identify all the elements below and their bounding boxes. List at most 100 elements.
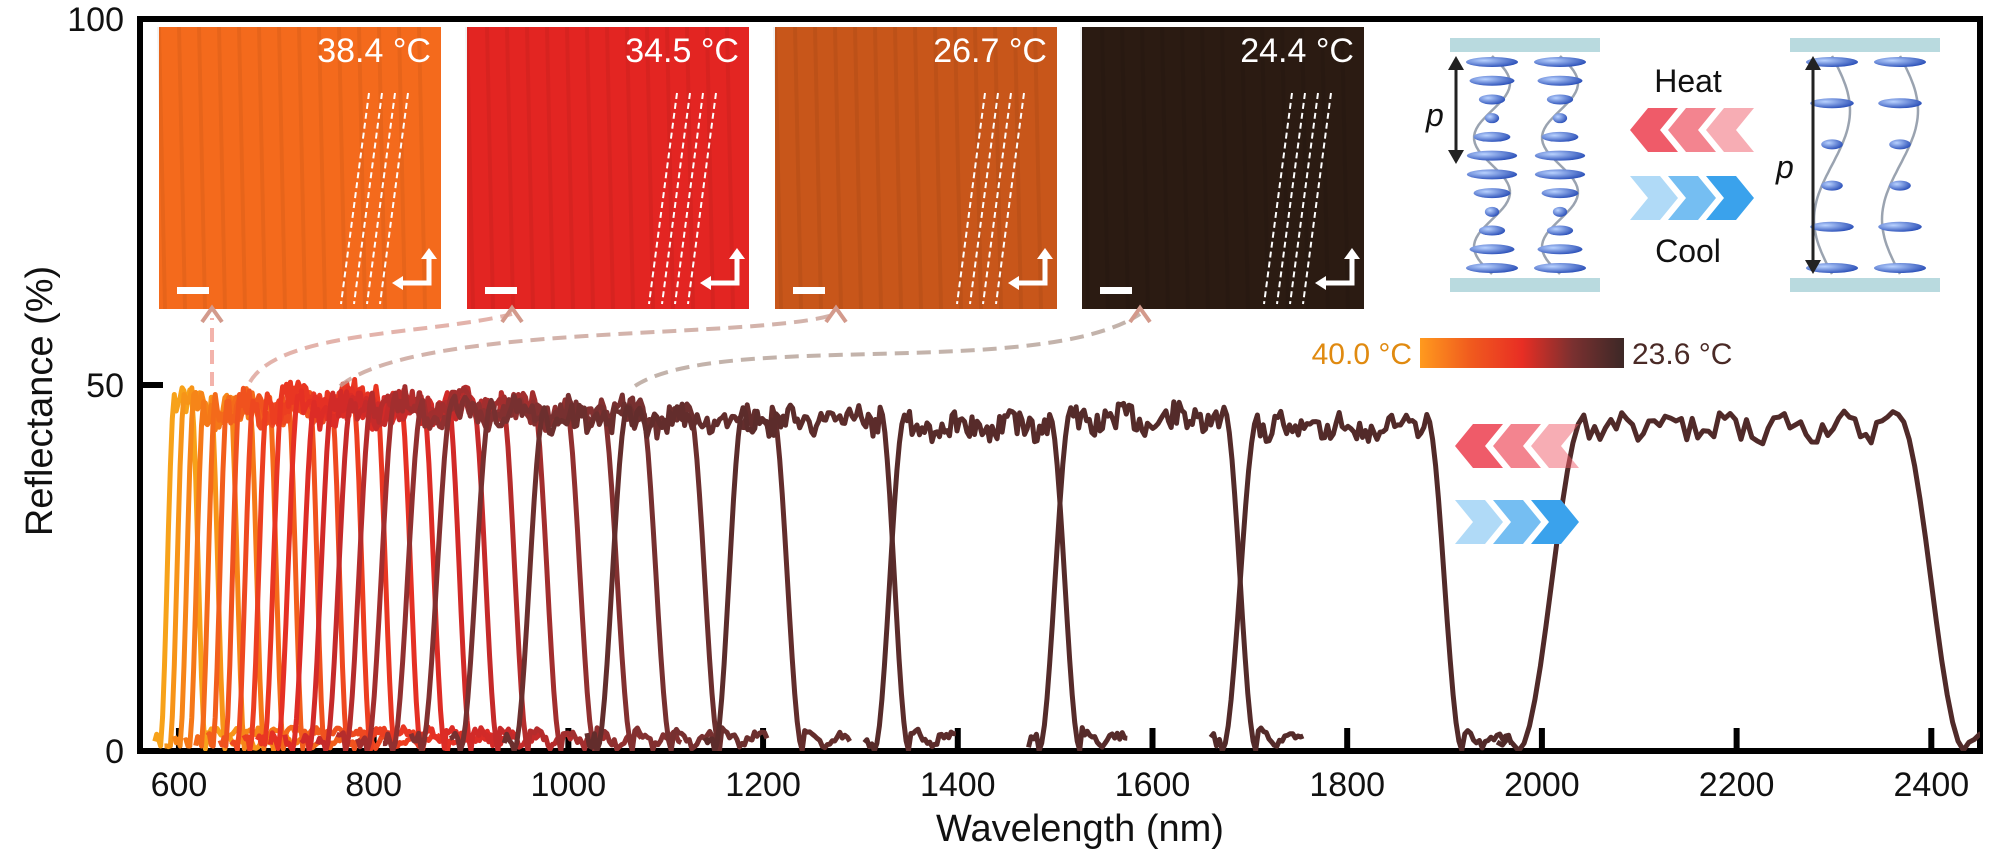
photo-texture-stripe <box>585 26 595 310</box>
photo-texture-stripe <box>397 26 407 310</box>
schematic-cool-chevrons-icon <box>1630 176 1754 220</box>
substrate-plate <box>1450 38 1600 52</box>
photo-guide-line <box>1263 92 1293 305</box>
chevron-shape <box>1668 108 1716 152</box>
photo-background <box>467 27 749 309</box>
x-tick-label: 1400 <box>920 766 996 804</box>
series-line-b25 <box>1208 408 1514 751</box>
photo-texture-stripe <box>257 26 267 310</box>
photo-texture-stripe <box>1220 26 1230 310</box>
x-tick-label: 2000 <box>1504 766 1580 804</box>
arrow-head-icon <box>1344 248 1360 259</box>
dashed-link-arrow <box>338 312 837 388</box>
y-axis: 0 50 100 Reflectance (%) <box>19 1 163 771</box>
x-tick-label: 1000 <box>531 766 607 804</box>
chevron-shape <box>1630 108 1678 152</box>
photo-texture-stripe <box>1013 26 1023 310</box>
molecule-ellipse <box>1484 206 1500 217</box>
substrate-plate <box>1790 278 1940 292</box>
photo-guide-line <box>648 92 678 305</box>
photo-temperature-label: 34.5 °C <box>625 32 739 70</box>
molecule-ellipse <box>1478 225 1506 236</box>
photo-temperature-label: 24.4 °C <box>1240 32 1354 70</box>
inset-photo: 24.4 °C <box>1080 26 1364 310</box>
photo-guide-line <box>995 92 1025 305</box>
photo-guide-line <box>661 92 691 305</box>
molecule-ellipse <box>1546 225 1574 236</box>
molecule-ellipse <box>1534 57 1586 67</box>
photo-texture-stripe <box>237 26 247 310</box>
molecule-ellipse <box>1810 221 1854 232</box>
photo-texture-stripe <box>685 26 695 310</box>
heat-chevrons-icon <box>1455 424 1579 468</box>
link-arrows <box>200 304 1152 388</box>
chevron-shape <box>1493 500 1541 544</box>
photo-texture-stripe <box>605 26 615 310</box>
x-axis-label: Wavelength (nm) <box>936 808 1224 850</box>
photo-temperature-label: 26.7 °C <box>933 32 1047 70</box>
photo-guide-line <box>969 92 999 305</box>
chevron-shape <box>1630 176 1678 220</box>
schematic-heat-chevrons-icon <box>1630 108 1754 152</box>
arrow-head-icon <box>421 248 437 259</box>
photo-guide-line <box>1276 92 1306 305</box>
arrow-head-icon <box>700 276 711 290</box>
molecule-ellipse <box>1469 75 1515 86</box>
photo-texture-stripe <box>873 26 883 310</box>
photo-texture-stripe <box>1280 26 1290 310</box>
arrow-head-icon <box>824 304 848 324</box>
molecule-ellipse <box>1534 263 1586 273</box>
helix-strand <box>1540 55 1580 275</box>
photo-texture-stripe <box>665 26 675 310</box>
photo-texture-stripe <box>377 26 387 310</box>
photo-guide-line <box>956 92 986 305</box>
photo-texture-stripe <box>465 26 475 310</box>
axes-arrow-icon <box>1013 255 1048 286</box>
photo-texture-stripe <box>705 26 715 310</box>
cool-chevrons-icon <box>1455 500 1579 544</box>
colorbar-gradient <box>1420 338 1624 368</box>
scale-bar <box>485 287 517 294</box>
photo-texture-stripe <box>1140 26 1150 310</box>
molecule-ellipse <box>1537 244 1583 255</box>
molecule-ellipse <box>1878 221 1922 232</box>
photo-texture-stripe <box>773 26 783 310</box>
pitch-label-left: p <box>1425 97 1444 133</box>
arrow-head-icon <box>200 304 224 324</box>
dashed-link-arrow <box>633 312 1142 388</box>
photo-texture-stripe <box>1120 26 1130 310</box>
photo-texture-stripe <box>913 26 923 310</box>
photo-guide-line <box>340 92 370 305</box>
photo-texture-stripe <box>853 26 863 310</box>
x-tick-label: 1800 <box>1309 766 1385 804</box>
molecule-ellipse <box>1541 131 1579 142</box>
photo-texture-stripe <box>833 26 843 310</box>
helix-strand <box>1472 55 1512 275</box>
inset-photo: 26.7 °C <box>773 26 1057 310</box>
series-line-b21 <box>584 401 852 751</box>
photo-texture-stripe <box>565 26 575 310</box>
chevron-shape <box>1531 500 1579 544</box>
molecule-ellipse <box>1473 131 1511 142</box>
photo-texture-stripe <box>317 26 327 310</box>
photo-texture-stripe <box>217 26 227 310</box>
photo-background <box>159 27 441 309</box>
molecule-ellipse <box>1552 113 1568 124</box>
photo-texture-stripe <box>1200 26 1210 310</box>
molecule-ellipse <box>1810 98 1854 109</box>
photo-guide-line <box>687 92 717 305</box>
helix-strand <box>1880 55 1920 275</box>
chevron-shape <box>1531 424 1579 468</box>
molecule-ellipse <box>1806 263 1858 273</box>
inset-photo: 34.5 °C <box>465 26 749 310</box>
substrate-plate <box>1450 278 1600 292</box>
series-line-b22 <box>702 402 956 751</box>
helix-strand <box>1812 55 1852 275</box>
photo-texture-stripe <box>1080 26 1090 310</box>
photo-guide-line <box>353 92 383 305</box>
molecule-ellipse <box>1889 139 1911 150</box>
x-tick-label: 800 <box>345 766 402 804</box>
molecule-ellipse <box>1541 188 1579 199</box>
photo-texture-stripe <box>933 26 943 310</box>
x-tick-label: 1200 <box>725 766 801 804</box>
